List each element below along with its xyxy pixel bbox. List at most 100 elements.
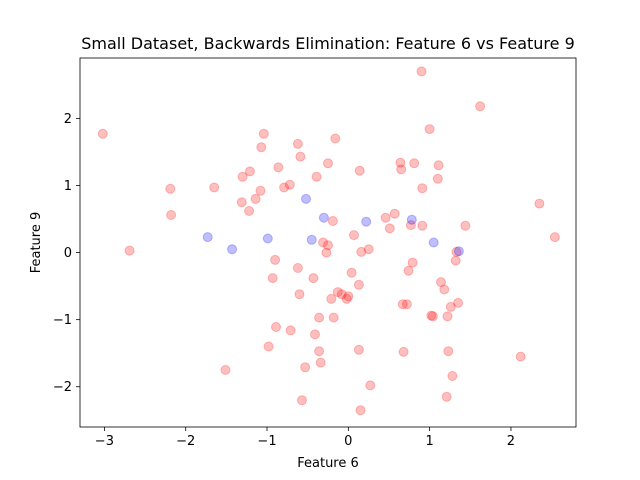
x-tick-label: −2 <box>176 434 195 449</box>
scatter-point <box>284 179 295 190</box>
scatter-point <box>244 166 255 177</box>
scatter-point <box>323 158 333 169</box>
scatter-point <box>349 230 359 241</box>
scatter-point <box>534 198 545 209</box>
scatter-point <box>453 297 464 308</box>
scatter-point <box>308 273 319 284</box>
scatter-point <box>380 212 391 223</box>
scatter-point <box>285 325 296 336</box>
scatter-point <box>475 101 486 112</box>
scatter-point <box>267 273 278 284</box>
scatter-point <box>384 223 395 234</box>
scatter-point <box>300 362 311 373</box>
y-tick-label: −1 <box>53 313 72 328</box>
y-axis: −2 −1 0 1 2 <box>53 112 80 395</box>
x-tick-label: 0 <box>344 434 352 449</box>
scatter-point <box>427 311 438 322</box>
scatter-point <box>209 182 220 193</box>
scatter-point <box>295 151 306 162</box>
scatter-point <box>355 405 366 416</box>
scatter-point <box>441 391 452 402</box>
x-tick-label: 2 <box>507 434 515 449</box>
y-tick-label: −2 <box>53 380 72 395</box>
scatter-point <box>227 244 238 255</box>
scatter-point <box>433 160 444 171</box>
scatter-point <box>271 322 281 332</box>
scatter-point <box>310 329 320 340</box>
scatter-point <box>417 183 428 194</box>
scatter-point <box>273 162 284 173</box>
scatter-point <box>405 220 416 231</box>
scatter-point <box>314 346 325 357</box>
scatter-point <box>432 173 443 184</box>
scatter-point <box>406 214 417 225</box>
scatter-point <box>294 289 305 300</box>
scatter-point <box>409 158 420 169</box>
x-tick-label: −1 <box>257 434 276 449</box>
scatter-point <box>396 164 407 175</box>
scatter-point <box>436 277 446 288</box>
scatter-point <box>453 246 464 257</box>
scatter-point <box>365 380 376 391</box>
x-tick-label: 1 <box>425 434 433 449</box>
scatter-point <box>202 232 213 243</box>
scatter-point <box>447 371 458 381</box>
scatter-point <box>315 357 326 368</box>
scatter-point <box>323 240 333 251</box>
scatter-point <box>407 257 418 268</box>
scatter-point <box>450 255 461 266</box>
scatter-point <box>327 216 338 226</box>
scatter-point <box>353 279 364 290</box>
scatter-point <box>166 210 177 220</box>
scatter-point <box>336 289 347 300</box>
scatter-point <box>318 237 329 248</box>
scatter-point <box>292 263 303 273</box>
scatter-point <box>416 66 427 77</box>
scatter-point <box>292 138 303 149</box>
chart-title: Small Dataset, Backwards Elimination: Fe… <box>81 34 575 53</box>
scatter-point <box>401 299 412 310</box>
scatter-point <box>443 346 454 357</box>
scatter-point <box>270 254 281 265</box>
data-points <box>97 66 560 416</box>
scatter-point <box>236 197 247 208</box>
scatter-point <box>250 193 261 204</box>
scatter-point <box>403 265 414 276</box>
scatter-point <box>256 142 267 153</box>
scatter-point <box>460 220 471 231</box>
scatter-point <box>165 183 176 194</box>
scatter-point <box>361 216 372 227</box>
scatter-point <box>451 246 462 257</box>
scatter-point <box>343 291 354 302</box>
scatter-point <box>363 244 374 255</box>
y-tick-label: 0 <box>64 246 72 261</box>
scatter-point <box>262 233 273 244</box>
scatter-point <box>326 293 337 304</box>
scatter-point <box>97 128 108 139</box>
scatter-point <box>306 234 317 245</box>
scatter-point <box>297 395 307 406</box>
scatter-point <box>417 220 428 231</box>
scatter-point <box>356 246 367 257</box>
scatter-point <box>445 301 456 312</box>
y-tick-label: 2 <box>64 112 72 127</box>
scatter-point <box>318 212 329 223</box>
scatter-point <box>328 312 339 323</box>
x-tick-label: −3 <box>95 434 114 449</box>
scatter-point <box>515 351 526 362</box>
scatter-point <box>439 284 450 295</box>
scatter-point <box>395 157 406 168</box>
scatter-point <box>353 344 364 355</box>
scatter-point <box>220 365 231 375</box>
scatter-point <box>279 182 290 193</box>
scatter-point <box>244 206 255 216</box>
scatter-point <box>354 165 365 176</box>
plot-frame <box>79 57 577 428</box>
scatter-point <box>332 287 343 298</box>
x-axis: −3 −2 −1 0 1 2 <box>95 427 515 449</box>
scatter-point <box>341 293 352 304</box>
scatter-point <box>424 124 435 135</box>
scatter-point <box>237 171 248 182</box>
